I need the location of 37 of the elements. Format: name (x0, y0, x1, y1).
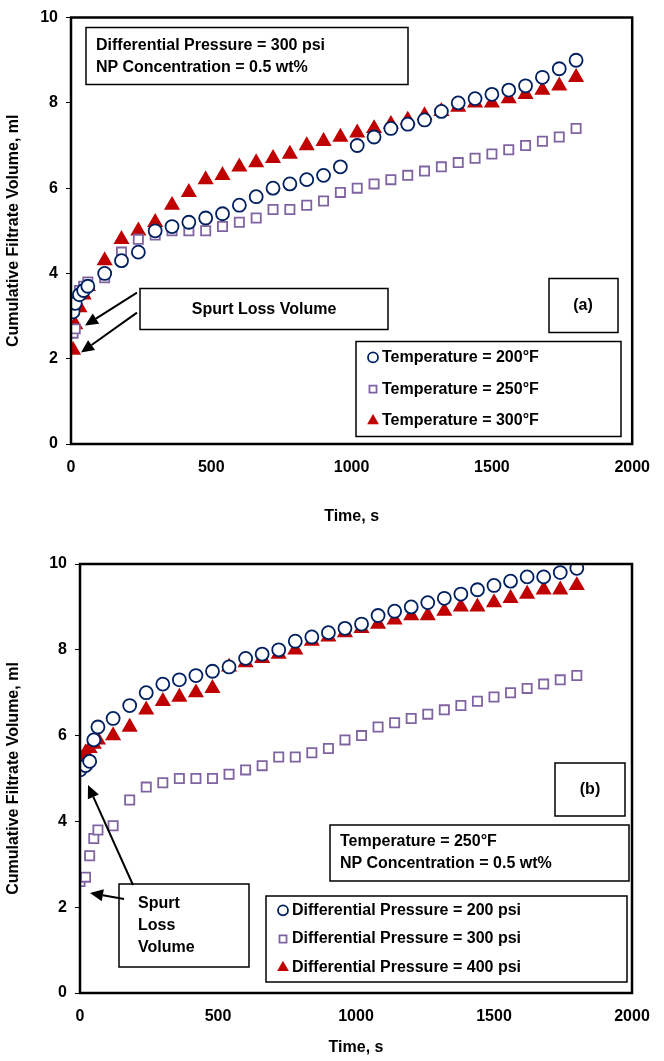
y-tick-label: 4 (58, 811, 68, 829)
y-tick-label: 2 (49, 349, 59, 367)
x-tick-label: 2000 (614, 458, 651, 476)
annotation: Spurt Loss Volume (138, 893, 195, 955)
x-axis-title: Time, s (328, 1037, 384, 1055)
legend-label: Differential Pressure = 200 psi (292, 900, 521, 918)
y-tick-label: 6 (58, 726, 68, 744)
x-axis-title: Time, s (324, 506, 380, 524)
y-tick-label: 8 (49, 93, 59, 111)
y-tick-label: 2 (58, 897, 68, 915)
legend-label: Temperature = 300°F (382, 411, 540, 429)
legend-label: Differential Pressure = 400 psi (292, 958, 521, 976)
legend-label: Differential Pressure = 300 psi (292, 929, 521, 947)
x-tick-label: 0 (75, 1007, 85, 1025)
y-tick-label: 0 (49, 434, 59, 452)
legend-label: Temperature = 200°F (382, 347, 540, 365)
annotation: (b) (579, 779, 601, 797)
annotation: Differential Pressure = 300 psi NP Concentration = 0.5 wt% (96, 35, 325, 75)
x-tick-label: 2000 (614, 1007, 650, 1025)
x-tick-label: 500 (197, 458, 225, 476)
y-tick-label: 10 (49, 554, 68, 572)
x-tick-label: 1500 (474, 458, 510, 476)
legend-label: Temperature = 250°F (382, 379, 540, 397)
x-tick-label: 1000 (338, 1007, 374, 1025)
y-tick-label: 0 (58, 983, 68, 1001)
y-tick-label: 8 (58, 640, 68, 658)
y-tick-label: 10 (40, 8, 59, 26)
annotation: (a) (573, 296, 593, 314)
annotation: Spurt Loss Volume (191, 299, 337, 317)
y-tick-label: 6 (49, 178, 59, 196)
y-tick-label: 4 (49, 263, 59, 281)
x-tick-label: 500 (204, 1007, 232, 1025)
y-axis-title: Cumulative Filtrate Volume, ml (4, 114, 22, 348)
annotation: Temperature = 250°F NP Concentration = 0.5 wt% (340, 832, 552, 872)
x-tick-label: 1000 (333, 458, 370, 476)
y-axis-title: Cumulative Filtrate Volume, ml (4, 662, 22, 895)
x-tick-label: 1500 (476, 1007, 512, 1025)
